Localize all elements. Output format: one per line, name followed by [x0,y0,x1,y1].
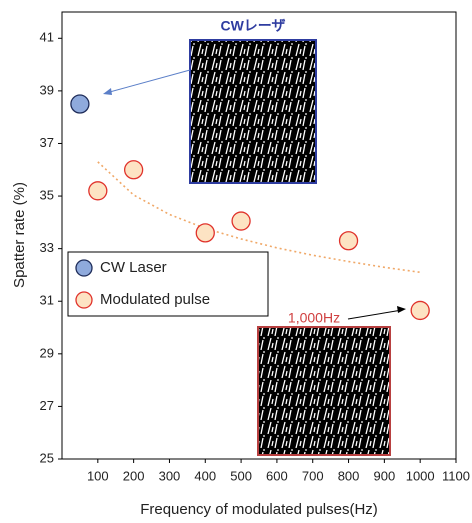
y-tick-label: 39 [40,82,54,97]
x-tick-label: 300 [159,468,181,483]
x-tick-label: 1100 [442,468,470,483]
inset-image-1000hz [257,326,391,456]
x-tick-label: 200 [123,468,145,483]
arrow-head [397,306,406,313]
x-tick-label: 800 [338,468,360,483]
point [70,94,90,114]
point [338,231,359,251]
y-tick-label: 33 [40,240,54,255]
x-tick-label: 900 [374,468,396,483]
y-tick-label: 29 [40,345,54,360]
annotation: 1,000Hz [288,310,340,326]
arrow [105,69,191,94]
y-axis-label: Spatter rate (%) [11,182,28,288]
x-tick-label: 500 [230,468,252,483]
y-tick-label: 37 [40,135,54,150]
legend-label: CW Laser [100,259,167,276]
x-tick-label: 400 [194,468,216,483]
x-axis-label: Frequency of modulated pulses(Hz) [140,501,378,518]
plot-frame [61,11,457,460]
arrow-head [103,88,112,95]
inset-image-cw [189,39,317,184]
point [410,300,430,321]
x-tick-label: 1000 [406,468,435,483]
y-tick-label: 25 [40,450,54,465]
y-tick-label: 31 [40,293,54,308]
y-tick-label: 35 [40,187,54,202]
annotation: CWレーザ [220,18,285,34]
point [231,211,251,231]
arrow [347,309,403,320]
point [88,181,108,201]
point [123,160,144,180]
legend-marker [75,291,93,309]
legend-marker [75,259,93,277]
legend-label: Modulated pulse [100,291,210,308]
x-tick-label: 600 [266,468,288,483]
y-tick-label: 27 [40,398,54,413]
point [195,223,215,243]
y-tick-label: 41 [40,30,54,45]
x-tick-label: 700 [302,468,324,483]
legend [67,251,269,317]
x-tick-label: 100 [87,468,109,483]
